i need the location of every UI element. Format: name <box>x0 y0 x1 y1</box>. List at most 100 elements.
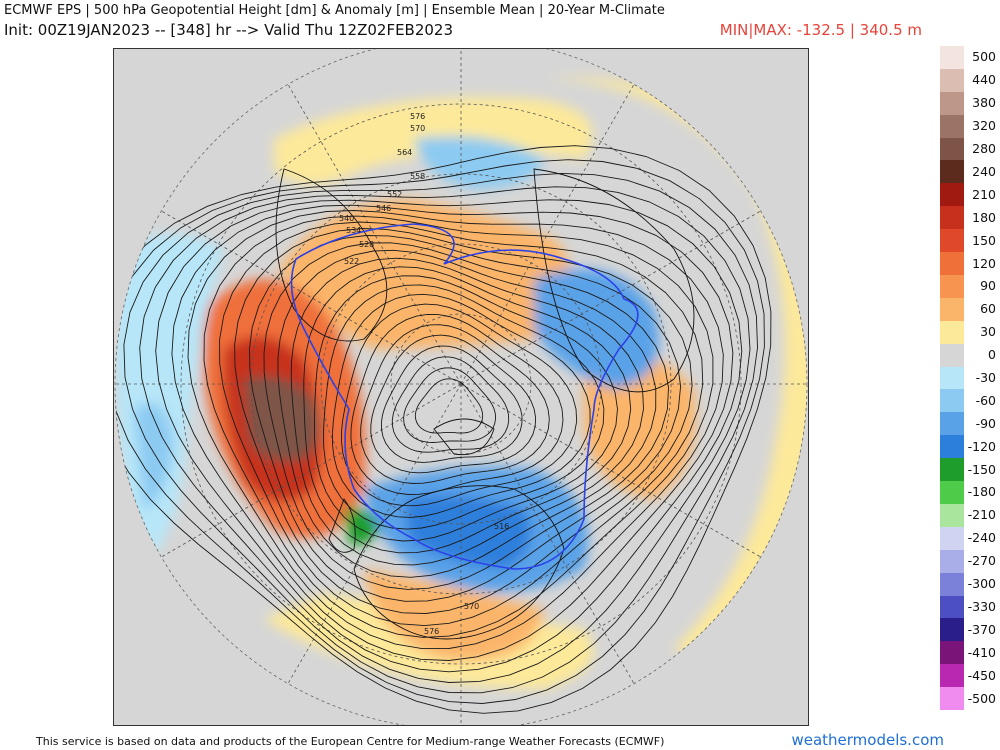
legend-label: 500 <box>972 49 996 65</box>
chart-title: ECMWF EPS | 500 hPa Geopotential Height … <box>4 3 665 18</box>
legend-entry: -30 <box>940 366 1000 390</box>
legend-swatch <box>940 618 964 642</box>
height-contour-line <box>380 345 523 463</box>
legend-entry: 0 <box>940 343 1000 367</box>
meridian-line <box>149 203 462 385</box>
legend-entry: 380 <box>940 91 1000 115</box>
height-contour-line <box>139 186 751 683</box>
legend-label: -500 <box>967 690 996 706</box>
latitude-circle <box>390 313 532 455</box>
legend-entry: 280 <box>940 137 1000 161</box>
legend-entry: 440 <box>940 68 1000 92</box>
legend-label: 30 <box>980 324 996 340</box>
legend-label: 0 <box>988 347 996 363</box>
legend-entry: -270 <box>940 549 1000 573</box>
map-panel: 576 570 564 558 552 546 540 534 528 522 … <box>113 48 809 726</box>
legend-label: -150 <box>967 461 996 477</box>
coast-hudson <box>328 498 356 553</box>
legend-label: -240 <box>967 530 996 546</box>
legend-entry: -210 <box>940 503 1000 527</box>
coast-greenland <box>433 418 495 456</box>
legend-label: -60 <box>975 392 996 408</box>
legend-label: 380 <box>972 95 996 111</box>
meridian-line <box>460 383 773 565</box>
legend-entry: 30 <box>940 320 1000 344</box>
contour-label: 534 <box>346 226 361 235</box>
legend-label: -90 <box>975 415 996 431</box>
legend-entry: -330 <box>940 595 1000 619</box>
contour-label: 558 <box>410 172 425 181</box>
anomaly-plus60-gulf <box>364 569 544 661</box>
legend-label: 240 <box>972 163 996 179</box>
height-contour-line <box>171 204 734 661</box>
legend-swatch <box>940 435 964 459</box>
legend-label: 60 <box>980 301 996 317</box>
height-contour-line <box>403 367 497 443</box>
latitude-circle <box>180 103 742 665</box>
legend-swatch <box>940 641 964 665</box>
anomaly-minus60-west <box>134 403 174 509</box>
color-legend: 500 440 380 320 280 240 210 180 150 120 90 60 30 0 -30… <box>940 46 1000 710</box>
legend-label: 210 <box>972 186 996 202</box>
legend-swatch <box>940 137 964 161</box>
height-contour-line <box>290 257 644 566</box>
legend-label: -120 <box>967 438 996 454</box>
legend-label: 280 <box>972 141 996 157</box>
legend-swatch <box>940 526 964 550</box>
legend-swatch <box>940 160 964 184</box>
legend-label: 440 <box>972 72 996 88</box>
height-contour-line <box>350 313 564 495</box>
legend-label: -450 <box>967 667 996 683</box>
map-boundary <box>114 49 808 725</box>
contour-label: 540 <box>339 214 354 223</box>
contour-label-group: 576 570 564 558 552 546 540 534 528 522 … <box>339 112 509 636</box>
contour-label: 564 <box>397 148 412 157</box>
legend-swatch <box>940 343 964 367</box>
height-contour-line <box>370 334 537 474</box>
legend-swatch <box>940 274 964 298</box>
legend-label: 320 <box>972 118 996 134</box>
legend-entry: 240 <box>940 160 1000 184</box>
legend-swatch <box>940 572 964 596</box>
legend-entry: -120 <box>940 435 1000 459</box>
polar-stereographic-map: 576 570 564 558 552 546 540 534 528 522 … <box>114 49 808 725</box>
legend-entry: -500 <box>940 687 1000 710</box>
brand-link[interactable]: weathermodels.com <box>791 731 944 749</box>
legend-label: 90 <box>980 278 996 294</box>
legend-swatch <box>940 320 964 344</box>
legend-label: -210 <box>967 507 996 523</box>
legend-swatch <box>940 91 964 115</box>
height-contour-line <box>249 235 682 602</box>
legend-label: -300 <box>967 576 996 592</box>
legend-entry: 320 <box>940 114 1000 138</box>
height-contour-line <box>303 266 632 554</box>
height-contour-line <box>115 145 772 714</box>
coast-north-america <box>353 485 565 640</box>
legend-label: 180 <box>972 209 996 225</box>
anomaly-minus30-west <box>115 234 224 569</box>
legend-swatch <box>940 664 964 688</box>
height-contour-line <box>414 378 484 434</box>
legend-label: -330 <box>967 598 996 614</box>
height-contour-line <box>341 303 578 507</box>
legend-swatch <box>940 297 964 321</box>
height-contour-line <box>219 221 704 627</box>
contour-label: 570 <box>410 124 425 133</box>
legend-entry: -150 <box>940 458 1000 482</box>
meridian-line <box>280 72 462 385</box>
height-contour-line <box>234 228 693 614</box>
height-contour-line <box>391 356 510 453</box>
legend-label: -370 <box>967 621 996 637</box>
height-contour-line <box>187 210 724 650</box>
height-contour-line <box>263 242 669 590</box>
legend-label: -180 <box>967 484 996 500</box>
legend-swatch <box>940 595 964 619</box>
legend-swatch <box>940 183 964 207</box>
contour-label: 528 <box>359 240 374 249</box>
contour-label: 576 <box>410 112 425 121</box>
contour-label: 546 <box>376 204 391 213</box>
legend-swatch <box>940 366 964 390</box>
legend-entry: -60 <box>940 389 1000 413</box>
meridian-line <box>460 72 642 385</box>
height-contour-line <box>360 324 550 484</box>
